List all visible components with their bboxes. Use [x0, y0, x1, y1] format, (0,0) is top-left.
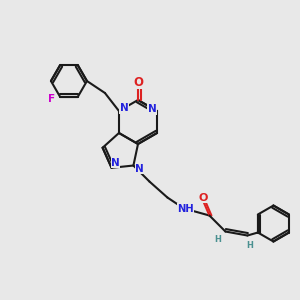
- Text: N: N: [120, 103, 128, 113]
- Text: N: N: [148, 104, 156, 114]
- Text: NH: NH: [177, 203, 194, 214]
- Text: N: N: [135, 164, 144, 173]
- Text: H: H: [214, 235, 221, 244]
- Text: N: N: [111, 158, 120, 168]
- Text: H: H: [246, 241, 253, 250]
- Text: F: F: [48, 94, 56, 103]
- Text: O: O: [133, 76, 143, 88]
- Text: O: O: [199, 193, 208, 202]
